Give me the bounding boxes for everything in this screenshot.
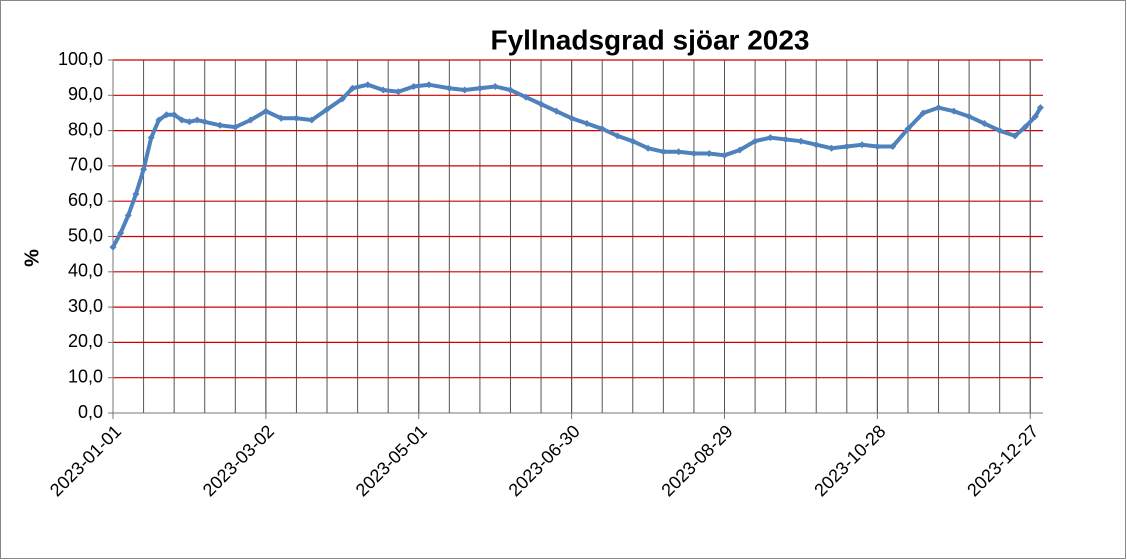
data-point xyxy=(1011,132,1019,140)
data-point xyxy=(889,142,897,150)
data-point xyxy=(147,134,155,142)
data-point xyxy=(185,118,193,126)
series xyxy=(109,81,1044,251)
data-point xyxy=(537,100,545,108)
data-point xyxy=(568,114,576,122)
data-point xyxy=(308,116,316,124)
data-point xyxy=(950,107,958,115)
data-point xyxy=(873,142,881,150)
data-point xyxy=(231,123,239,131)
data-point xyxy=(461,86,469,94)
data-point xyxy=(690,150,698,158)
data-point xyxy=(797,137,805,145)
data-point xyxy=(117,229,125,237)
data-point xyxy=(364,81,372,89)
y-tick-label: 50,0 xyxy=(68,225,103,245)
y-tick-label: 100,0 xyxy=(58,49,103,69)
data-point xyxy=(828,144,836,152)
data-point xyxy=(410,82,418,90)
data-point xyxy=(721,151,729,159)
data-point xyxy=(193,116,201,124)
data-point xyxy=(338,95,346,103)
data-point xyxy=(782,135,790,143)
y-tick-label: 30,0 xyxy=(68,296,103,316)
data-point xyxy=(629,137,637,145)
data-point xyxy=(705,150,713,158)
data-point xyxy=(132,190,140,198)
data-point xyxy=(155,116,163,124)
data-point xyxy=(201,118,209,126)
data-point xyxy=(980,120,988,128)
data-point xyxy=(965,112,973,120)
data-point xyxy=(522,93,530,101)
data-point xyxy=(996,127,1004,135)
data-point xyxy=(178,116,186,124)
data-point xyxy=(216,121,224,129)
data-point xyxy=(277,114,285,122)
y-tick-label: 10,0 xyxy=(68,366,103,386)
data-point xyxy=(644,144,652,152)
data-point xyxy=(262,107,270,115)
data-point xyxy=(425,81,433,89)
data-point xyxy=(140,165,148,173)
data-point xyxy=(552,107,560,115)
data-point xyxy=(843,142,851,150)
y-tick-label: 20,0 xyxy=(68,331,103,351)
y-tick-label: 40,0 xyxy=(68,261,103,281)
data-point xyxy=(349,84,357,92)
y-axis-label: % xyxy=(21,249,43,267)
data-point xyxy=(736,146,744,154)
data-point xyxy=(323,105,331,113)
data-point xyxy=(904,125,912,133)
data-point xyxy=(919,109,927,117)
data-point xyxy=(751,137,759,145)
data-point xyxy=(491,82,499,90)
data-point xyxy=(506,86,514,94)
data-point xyxy=(1021,123,1029,131)
data-point xyxy=(1036,104,1044,112)
y-tick-label: 60,0 xyxy=(68,190,103,210)
data-point xyxy=(935,104,943,112)
data-point xyxy=(394,88,402,96)
data-point xyxy=(124,211,132,219)
data-point xyxy=(379,86,387,94)
data-point xyxy=(659,148,667,156)
y-tick-label: 0,0 xyxy=(78,402,103,422)
data-point xyxy=(766,134,774,142)
y-tick-label: 70,0 xyxy=(68,155,103,175)
y-tick-label: 90,0 xyxy=(68,84,103,104)
data-point xyxy=(675,148,683,156)
data-point xyxy=(598,125,606,133)
data-point xyxy=(858,141,866,149)
data-point xyxy=(613,132,621,140)
data-point xyxy=(163,111,171,119)
data-point xyxy=(292,114,300,122)
data-point xyxy=(445,84,453,92)
data-point xyxy=(247,116,255,124)
data-point xyxy=(109,243,117,251)
data-point xyxy=(476,84,484,92)
data-point xyxy=(812,141,820,149)
data-point xyxy=(1031,112,1039,120)
data-point xyxy=(170,111,178,119)
y-tick-label: 80,0 xyxy=(68,119,103,139)
data-point xyxy=(583,120,591,128)
chart-title: Fyllnadsgrad sjöar 2023 xyxy=(490,24,809,55)
